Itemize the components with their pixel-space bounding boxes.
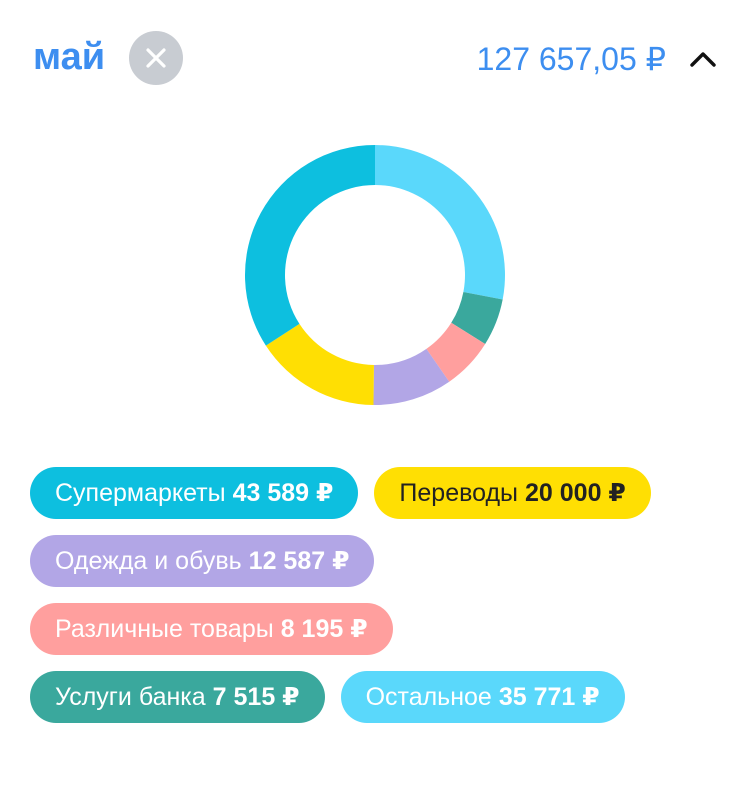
chip-transfers[interactable]: Переводы 20 000 ₽ xyxy=(374,467,651,519)
chip-other[interactable]: Остальное 35 771 ₽ xyxy=(340,671,625,723)
chip-label: Услуги банка xyxy=(55,682,206,711)
clear-filter-button[interactable] xyxy=(129,31,183,85)
chip-label: Остальное xyxy=(365,682,492,711)
donut-segment-4[interactable] xyxy=(265,323,374,405)
chip-misc-goods[interactable]: Различные товары 8 195 ₽ xyxy=(30,603,393,655)
chip-label: Одежда и обувь xyxy=(55,546,242,575)
total-amount: 127 657,05 ₽ xyxy=(476,41,666,77)
chip-amount: 12 587 ₽ xyxy=(248,547,350,575)
chevron-up-icon xyxy=(690,52,716,67)
legend-row: Супермаркеты 43 589 ₽ Переводы 20 000 ₽ xyxy=(30,467,730,519)
chip-bank-services[interactable]: Услуги банка 7 515 ₽ xyxy=(30,671,325,723)
chip-amount: 8 195 ₽ xyxy=(280,615,368,643)
header: май 127 657,05 ₽ xyxy=(0,0,750,115)
chip-amount: 35 771 ₽ xyxy=(498,683,600,711)
category-legend: Супермаркеты 43 589 ₽ Переводы 20 000 ₽ Од… xyxy=(30,467,730,739)
donut-segment-2[interactable] xyxy=(426,322,486,382)
chip-label: Различные товары xyxy=(55,614,274,643)
legend-row: Услуги банка 7 515 ₽ Остальное 35 771 ₽ xyxy=(30,671,730,723)
chip-amount: 43 589 ₽ xyxy=(232,479,334,507)
legend-row: Различные товары 8 195 ₽ xyxy=(30,603,730,655)
chip-amount: 20 000 ₽ xyxy=(525,479,626,507)
donut-segment-0[interactable] xyxy=(375,145,505,300)
chip-clothing[interactable]: Одежда и обувь 12 587 ₽ xyxy=(30,535,375,587)
donut-segment-1[interactable] xyxy=(451,291,503,345)
close-icon xyxy=(146,48,166,68)
collapse-button[interactable] xyxy=(682,38,724,80)
chip-label: Переводы xyxy=(399,478,519,507)
donut-chart xyxy=(245,145,505,405)
legend-row: Одежда и обувь 12 587 ₽ xyxy=(30,535,730,587)
donut-segment-3[interactable] xyxy=(373,348,450,405)
chip-amount: 7 515 ₽ xyxy=(212,683,300,711)
donut-segment-5[interactable] xyxy=(245,145,375,346)
chip-label: Супермаркеты xyxy=(55,478,226,507)
chip-supermarkets[interactable]: Супермаркеты 43 589 ₽ xyxy=(30,467,359,519)
month-title[interactable]: май xyxy=(33,36,106,78)
